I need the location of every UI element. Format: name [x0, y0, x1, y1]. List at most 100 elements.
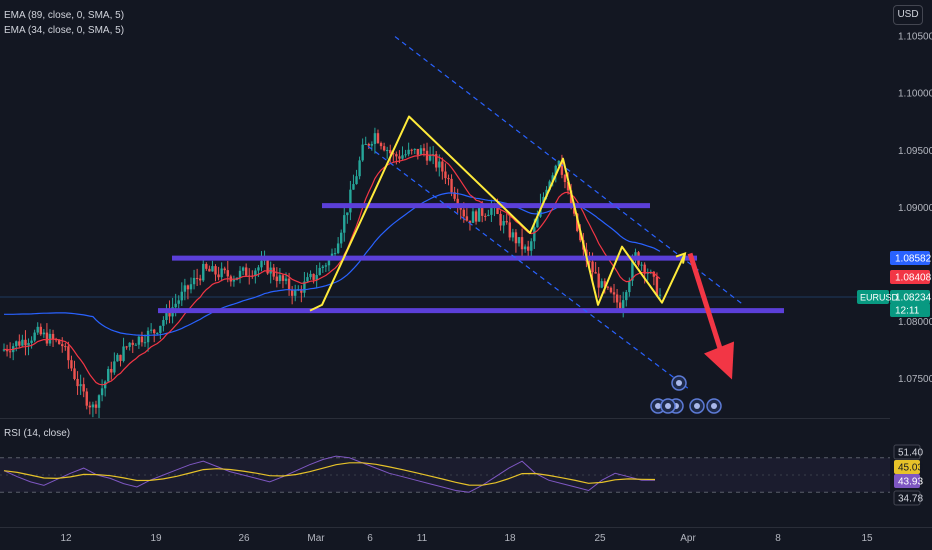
- candle-body: [143, 342, 147, 344]
- candle: [64, 342, 67, 351]
- candle-body: [579, 230, 582, 241]
- currency-button[interactable]: USD: [893, 5, 923, 25]
- candle: [110, 361, 113, 380]
- candle: [413, 148, 416, 154]
- candle-body: [416, 148, 420, 155]
- rsi-title[interactable]: RSI (14, close): [4, 428, 71, 439]
- x-tick-label: 11: [417, 533, 428, 544]
- candle-body: [609, 287, 613, 293]
- ema34-price-tag-bg: [890, 270, 930, 284]
- candle-body: [45, 332, 49, 344]
- candle-body: [631, 260, 634, 281]
- candle-body: [594, 272, 597, 274]
- candle-body: [327, 258, 331, 266]
- candle-body: [189, 284, 193, 290]
- event-dot: [665, 403, 671, 409]
- rsi-tick-label: 51.40: [898, 448, 923, 459]
- candle-body: [272, 267, 275, 277]
- candle: [113, 352, 116, 375]
- candle-body: [128, 342, 131, 347]
- x-tick-label: 8: [775, 533, 781, 544]
- candle-body: [517, 237, 521, 244]
- candle: [346, 212, 349, 224]
- candle: [646, 268, 649, 281]
- candle: [143, 334, 147, 347]
- event-icon: [660, 398, 676, 414]
- candle: [597, 267, 600, 298]
- candle-body: [453, 192, 456, 199]
- candle-body: [149, 329, 153, 331]
- rsi-tick-bg: [893, 490, 921, 506]
- candle-body: [376, 133, 380, 144]
- candle: [376, 129, 380, 144]
- y-tick-label: 1.10500: [898, 32, 932, 43]
- candle: [447, 174, 450, 186]
- x-tick-label: 12: [60, 533, 72, 544]
- rsi-tick-label: 43.93: [898, 477, 923, 488]
- drawings: [158, 36, 784, 389]
- candle: [205, 262, 208, 271]
- candle-body: [392, 153, 395, 155]
- candle: [180, 282, 183, 306]
- candle: [438, 154, 441, 177]
- candle: [140, 331, 144, 347]
- candle-body: [554, 165, 557, 176]
- candle: [134, 343, 138, 346]
- candle-body: [462, 209, 466, 217]
- candle-body: [413, 148, 416, 150]
- candle: [490, 199, 493, 222]
- candle: [309, 270, 312, 280]
- candle-body: [278, 275, 282, 282]
- candle-body: [612, 292, 616, 295]
- candle-body: [76, 378, 79, 387]
- indicator-ema34[interactable]: EMA (34, close, 0, SMA, 5): [4, 25, 125, 36]
- candle: [269, 261, 272, 284]
- candle: [51, 329, 55, 348]
- indicator-ema89[interactable]: EMA (89, close, 0, SMA, 5): [4, 10, 125, 21]
- candle-body: [220, 268, 223, 278]
- candle-body: [321, 266, 325, 268]
- candle-body: [266, 258, 269, 274]
- candle-body: [275, 276, 279, 282]
- candle-body: [588, 261, 591, 263]
- candle: [76, 371, 79, 395]
- candle-body: [186, 285, 190, 290]
- candle-body: [232, 279, 236, 282]
- candle-body: [36, 326, 39, 333]
- candle-body: [137, 336, 141, 345]
- candle-body: [349, 189, 352, 213]
- last-price-tag-bg: [890, 290, 930, 304]
- candle: [42, 328, 46, 338]
- candle-body: [373, 133, 377, 144]
- candle-body: [315, 275, 318, 280]
- candle: [260, 251, 263, 272]
- candle: [2, 343, 6, 352]
- candle-body: [73, 368, 76, 379]
- rsi-line: [3, 455, 655, 493]
- candle-body: [174, 303, 177, 308]
- candle: [149, 323, 153, 334]
- candle-body: [367, 143, 370, 146]
- candle: [290, 286, 294, 305]
- candle-body: [180, 291, 183, 301]
- candle-body: [536, 216, 539, 228]
- candle: [131, 339, 134, 354]
- candle: [419, 144, 423, 156]
- candle: [416, 148, 420, 160]
- candle: [88, 401, 92, 415]
- x-tick-label: Apr: [680, 533, 696, 544]
- events[interactable]: [650, 375, 722, 414]
- candle: [159, 325, 162, 340]
- candle-body: [119, 354, 122, 361]
- candle-body: [61, 344, 64, 347]
- candle: [125, 345, 128, 350]
- event-icon: [671, 375, 687, 391]
- candle: [428, 146, 432, 162]
- candle-body: [382, 146, 386, 151]
- candle: [594, 262, 597, 274]
- candle: [343, 205, 346, 242]
- candle-body: [352, 184, 355, 190]
- candle: [48, 329, 52, 346]
- candle-body: [226, 270, 229, 277]
